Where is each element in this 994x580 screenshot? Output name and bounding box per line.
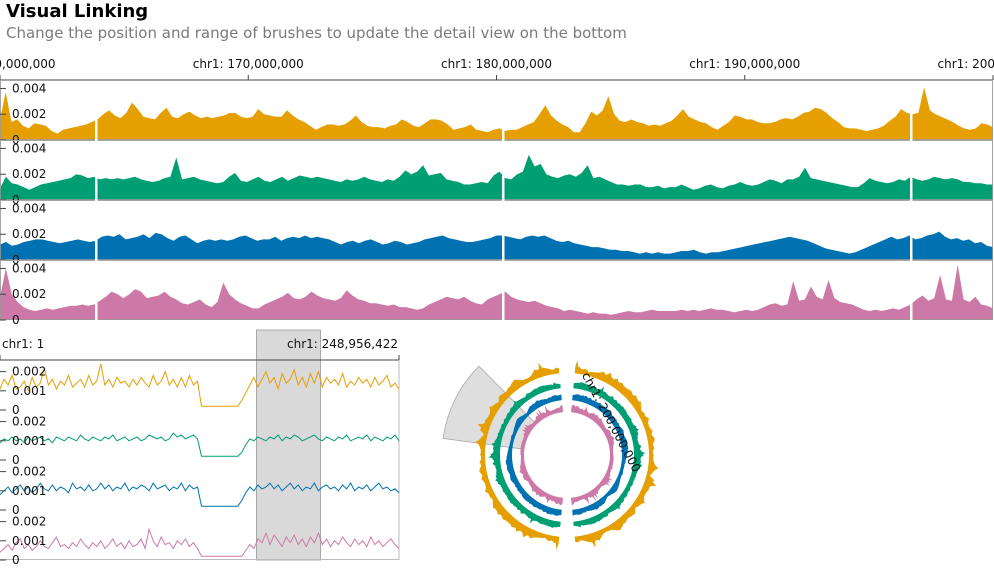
overview-gap-marker bbox=[502, 81, 505, 320]
overview-y-tick-label: 0.004 bbox=[12, 261, 46, 275]
overview-x-tick-label: chr1: 190,000,000 bbox=[689, 57, 800, 71]
overview-y-tick-label: 0.004 bbox=[12, 201, 46, 215]
detail-y-tick-label: 0 bbox=[12, 453, 20, 467]
circular-view[interactable]: chr1: 200,000,000 bbox=[442, 360, 659, 550]
overview-y-tick-label: 0.002 bbox=[12, 107, 46, 121]
overview-brush bbox=[0, 260, 993, 320]
overview-track-area bbox=[0, 231, 993, 260]
detail-track-line bbox=[0, 527, 400, 557]
circular-track-area bbox=[505, 394, 562, 516]
detail-y-tick-label: 0.001 bbox=[12, 484, 46, 498]
overview-x-tick-label: chr1: 200,000,000 bbox=[938, 57, 994, 71]
overview-brush bbox=[0, 200, 993, 260]
circular-track-area bbox=[572, 394, 629, 516]
overview-gap-marker bbox=[910, 81, 913, 320]
overview-brush bbox=[0, 140, 993, 200]
overview-y-tick-label: 0.004 bbox=[12, 141, 46, 155]
circular-track-area bbox=[574, 360, 659, 548]
circular-brush bbox=[442, 365, 536, 450]
overview-track-area bbox=[0, 87, 993, 140]
detail-x-tick-label: chr1: 1 bbox=[2, 337, 44, 351]
detail-y-tick-label: 0.002 bbox=[12, 515, 46, 529]
detail-track-line bbox=[0, 432, 400, 457]
detail-y-tick-label: 0 bbox=[12, 403, 20, 417]
overview-x-tick-label: chr1: 170,000,000 bbox=[193, 57, 304, 71]
overview-track-area bbox=[0, 154, 993, 200]
circular-track-area bbox=[475, 362, 560, 550]
overview-y-tick-label: 0.004 bbox=[12, 81, 46, 95]
overview-brush bbox=[0, 80, 993, 140]
overview-x-tick-label: chr1: 160,000,000 bbox=[0, 57, 55, 71]
overview-track-area bbox=[0, 264, 993, 320]
detail-y-tick-label: 0.001 bbox=[12, 434, 46, 448]
detail-y-tick-label: 0.002 bbox=[12, 415, 46, 429]
detail-x-tick-label: chr1: 248,956,422 bbox=[287, 337, 398, 351]
page-title: Visual Linking bbox=[6, 1, 149, 22]
overview-linear-view[interactable]: chr1: 160,000,000 chr1: 170,000,000 chr1: … bbox=[0, 57, 994, 327]
circular-track-area bbox=[488, 382, 561, 528]
detail-y-tick-label: 0 bbox=[12, 553, 20, 567]
detail-y-tick-label: 0.001 bbox=[12, 384, 46, 398]
circular-track-area bbox=[571, 404, 615, 506]
overview-y-tick-label: 0.002 bbox=[12, 167, 46, 181]
overview-y-tick-label: 0 bbox=[12, 313, 20, 327]
detail-track-line bbox=[0, 363, 400, 407]
detail-y-tick-label: 0.002 bbox=[12, 365, 46, 379]
page-subtitle: Change the position and range of brushes… bbox=[6, 24, 627, 42]
detail-track-line bbox=[0, 482, 400, 507]
overview-x-tick-label: chr1: 180,000,000 bbox=[441, 57, 552, 71]
detail-y-tick-label: 0 bbox=[12, 503, 20, 517]
circular-track-area bbox=[573, 382, 646, 528]
overview-y-tick-label: 0.002 bbox=[12, 287, 46, 301]
detail-y-tick-label: 0.001 bbox=[12, 534, 46, 548]
overview-gap-marker bbox=[95, 81, 98, 320]
detail-y-tick-label: 0.002 bbox=[12, 465, 46, 479]
detail-brush bbox=[256, 329, 321, 561]
circular-track-area bbox=[519, 404, 563, 506]
overview-y-tick-label: 0.002 bbox=[12, 227, 46, 241]
detail-linear-view[interactable]: chr1: 1 chr1: 248,956,42200.0010.00200.00… bbox=[0, 329, 400, 567]
